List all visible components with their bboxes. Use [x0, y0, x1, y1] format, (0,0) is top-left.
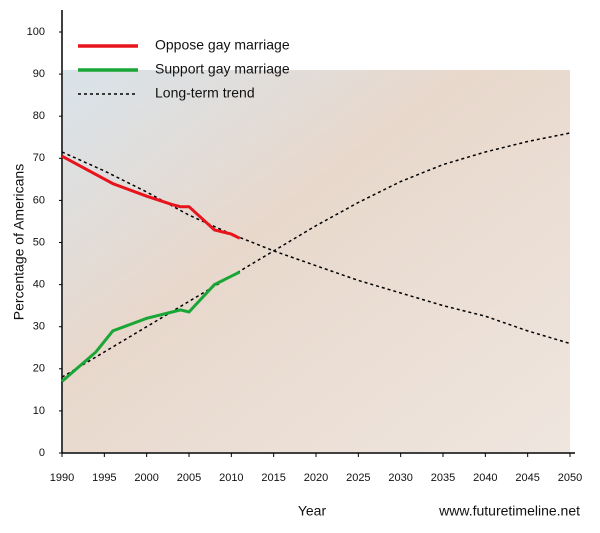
y-tick-label: 60: [33, 194, 45, 206]
y-tick-label: 100: [27, 26, 45, 38]
data-line: [61, 270, 241, 383]
x-tick-label: 2040: [473, 472, 497, 484]
x-tick-label: 2035: [431, 472, 455, 484]
y-tick-label: 10: [33, 405, 45, 417]
x-tick-label: 2010: [219, 472, 243, 484]
x-tick-label: 2045: [515, 472, 539, 484]
x-tick-label: 2020: [304, 472, 328, 484]
x-tick-label: 1990: [50, 472, 74, 484]
y-axis-label: Percentage of Americans: [11, 164, 27, 320]
legend-label: Oppose gay marriage: [155, 37, 290, 53]
legend-label: Long-term trend: [155, 85, 255, 101]
x-tick-label: 2030: [388, 472, 412, 484]
y-tick-label: 20: [33, 363, 45, 375]
y-tick-label: 40: [33, 279, 45, 291]
x-tick-label: 2005: [177, 472, 201, 484]
y-tick-label: 0: [39, 447, 45, 459]
trend-line: [61, 132, 571, 378]
y-tick-label: 80: [33, 110, 45, 122]
legend-label: Support gay marriage: [155, 61, 290, 77]
x-tick-label: 1995: [92, 472, 116, 484]
trend-line: [61, 151, 571, 345]
y-tick-label: 70: [33, 152, 45, 164]
y-tick-label: 50: [33, 236, 45, 248]
y-tick-label: 90: [33, 68, 45, 80]
y-tick-label: 30: [33, 321, 45, 333]
data-line: [61, 154, 241, 240]
x-tick-label: 2000: [134, 472, 158, 484]
x-axis-label: Year: [298, 503, 327, 519]
x-tick-label: 2015: [261, 472, 285, 484]
background-photo: [63, 70, 570, 452]
x-tick-label: 2025: [346, 472, 370, 484]
x-tick-label: 2050: [558, 472, 582, 484]
source: www.futuretimeline.net: [438, 503, 580, 519]
